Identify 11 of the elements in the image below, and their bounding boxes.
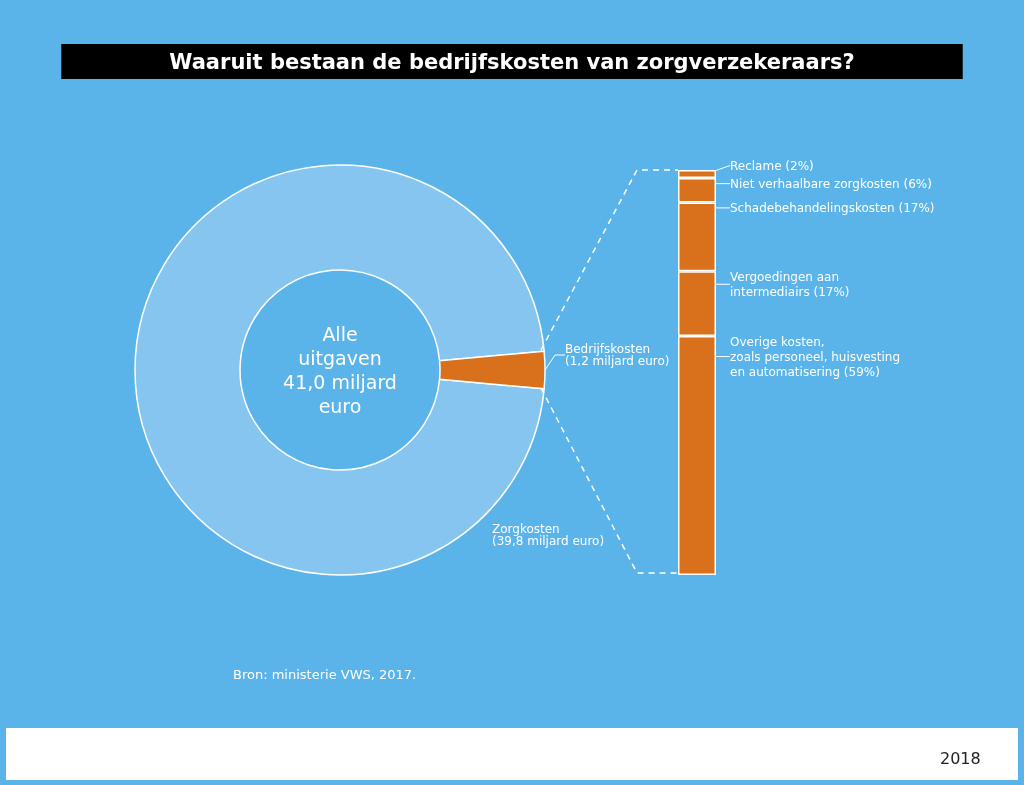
legend-label: Overige kosten, zoals personeel, huisvesting en automatisering (59%) <box>730 334 901 379</box>
legend-label: Vergoedingen aan intermediairs (17%) <box>730 269 850 299</box>
legend-label: Reclame (2%) <box>730 158 814 173</box>
text: Alle uitgaven 41,0 miljard euro <box>283 323 397 417</box>
slice-label: Bedrijfskosten (1,2 miljard euro) <box>565 342 670 368</box>
text: Bron: ministerie VWS, 2017. <box>233 667 417 682</box>
chart-title: Waaruit bestaan de bedrijfskosten van zorgverzekeraars? <box>169 49 855 74</box>
legend-label: Niet verhaalbare zorgkosten (6%) <box>730 176 932 191</box>
legend-label: Schadebehandelingskosten (17%) <box>730 200 935 215</box>
slice-label: Zorgkosten (39,8 miljard euro) <box>492 522 605 548</box>
text: 2018 <box>940 748 981 768</box>
